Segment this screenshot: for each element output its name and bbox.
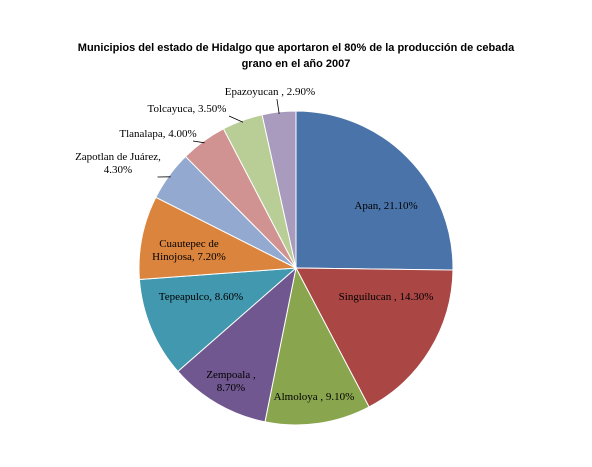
chart-title-line1: Municipios del estado de Hidalgo que apo… xyxy=(77,42,515,54)
pie-slice-4 xyxy=(138,267,298,373)
leader-line-8 xyxy=(228,115,244,123)
pie-slice-0 xyxy=(295,110,454,271)
slice-label-4: Tepeapulco, 8.60% xyxy=(159,291,243,303)
slice-label-8: Tolcayuca, 3.50% xyxy=(148,103,227,115)
slice-label-7: Tlanalapa, 4.00% xyxy=(119,128,196,140)
slice-label-5: Cuautepec de Hinojosa, 7.20% xyxy=(152,238,226,263)
leader-line-9 xyxy=(276,98,280,114)
slice-label-6: Zapotlan de Juárez, 4.30% xyxy=(75,151,161,176)
pie-slice-2 xyxy=(264,266,370,426)
slice-label-2: Almoloya , 9.10% xyxy=(274,391,355,403)
pie-slice-5 xyxy=(138,196,298,281)
leader-line-7 xyxy=(192,140,205,144)
pie-slice-3 xyxy=(177,266,297,423)
pie-slice-1 xyxy=(295,267,454,408)
chart-title-line2: grano en el año 2007 xyxy=(241,58,351,70)
slice-label-1: Singuilucan , 14.30% xyxy=(339,291,434,303)
slice-label-0: Apan, 21.10% xyxy=(354,200,417,212)
slice-label-9: Epazoyucan , 2.90% xyxy=(225,86,315,98)
slice-label-3: Zempoala , 8.70% xyxy=(206,369,256,394)
chart-title: Municipios del estado de Hidalgo que apo… xyxy=(0,40,592,72)
